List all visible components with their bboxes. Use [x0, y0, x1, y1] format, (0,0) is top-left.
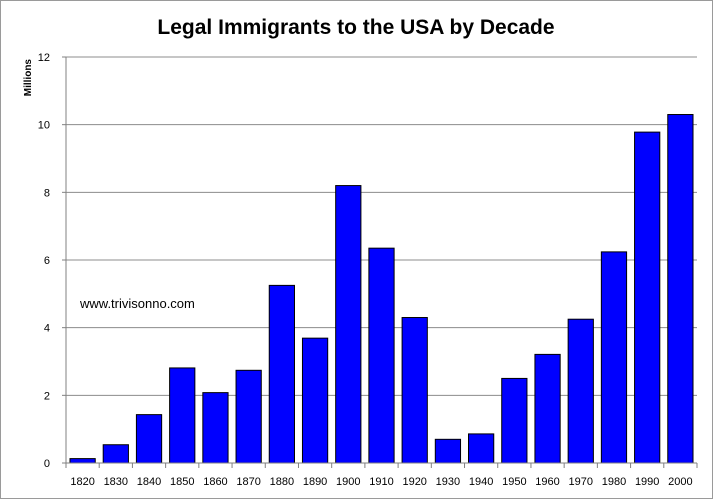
y-tick-label: 10: [38, 120, 50, 132]
y-tick-label: 4: [44, 323, 50, 335]
x-tick-label: 1920: [402, 476, 426, 488]
bar-1970: [567, 318, 594, 464]
bar-1990: [634, 131, 661, 464]
x-tick-label: 2000: [668, 476, 692, 488]
source-annotation: www.trivisonno.com: [79, 296, 195, 311]
bar-1830: [102, 444, 129, 464]
y-tick-label: 6: [44, 255, 50, 267]
x-tick-label: 1840: [137, 476, 161, 488]
bar-1950: [501, 377, 528, 464]
bar-1890: [301, 337, 329, 464]
x-tick-label: 1950: [502, 476, 526, 488]
y-tick-label: 12: [38, 52, 50, 64]
x-tick-label: 1860: [203, 476, 227, 488]
bar-1850: [169, 367, 196, 464]
x-tick-label: 1820: [70, 476, 94, 488]
x-tick-label: 1990: [635, 476, 659, 488]
y-tick-label: 2: [44, 390, 50, 402]
bar-1840: [135, 414, 163, 464]
x-tick-label: 1880: [270, 476, 294, 488]
bar-1930: [434, 438, 462, 464]
x-tick-label: 1930: [436, 476, 460, 488]
axes: [62, 56, 698, 468]
x-tick-label: 1900: [336, 476, 360, 488]
x-tick-label: 1870: [236, 476, 260, 488]
y-axis-label: Millions: [23, 59, 34, 97]
x-tick-label: 1890: [303, 476, 327, 488]
bar-1960: [534, 353, 561, 464]
x-tick-label: 1850: [170, 476, 194, 488]
bar-1870: [235, 369, 262, 464]
x-tick-labels: 1820 1830 1840 1850 1860 1870 1880 1890 1900 1910…: [70, 476, 692, 488]
x-tick-label: 1970: [569, 476, 593, 488]
x-tick-label: 1910: [369, 476, 393, 488]
bar-1980: [600, 251, 628, 464]
bar-1900: [335, 185, 362, 464]
bars: [69, 114, 694, 464]
y-tick-label: 8: [44, 187, 50, 199]
chart-title: Legal Immigrants to the USA by Decade: [157, 16, 554, 39]
x-tick-label: 1980: [602, 476, 626, 488]
bar-1880: [268, 284, 295, 464]
bar-2000: [667, 114, 694, 464]
x-tick-label: 1960: [535, 476, 559, 488]
y-tick-labels: 0 2 4 6 8 10 12: [38, 52, 50, 470]
bar-1940: [468, 433, 495, 464]
x-tick-label: 1940: [469, 476, 493, 488]
y-tick-label: 0: [44, 458, 50, 470]
bar-1910: [368, 247, 395, 464]
bar-1820: [69, 458, 96, 464]
x-tick-label: 1830: [104, 476, 128, 488]
bar-1920: [401, 317, 428, 464]
bar-1860: [202, 392, 229, 464]
